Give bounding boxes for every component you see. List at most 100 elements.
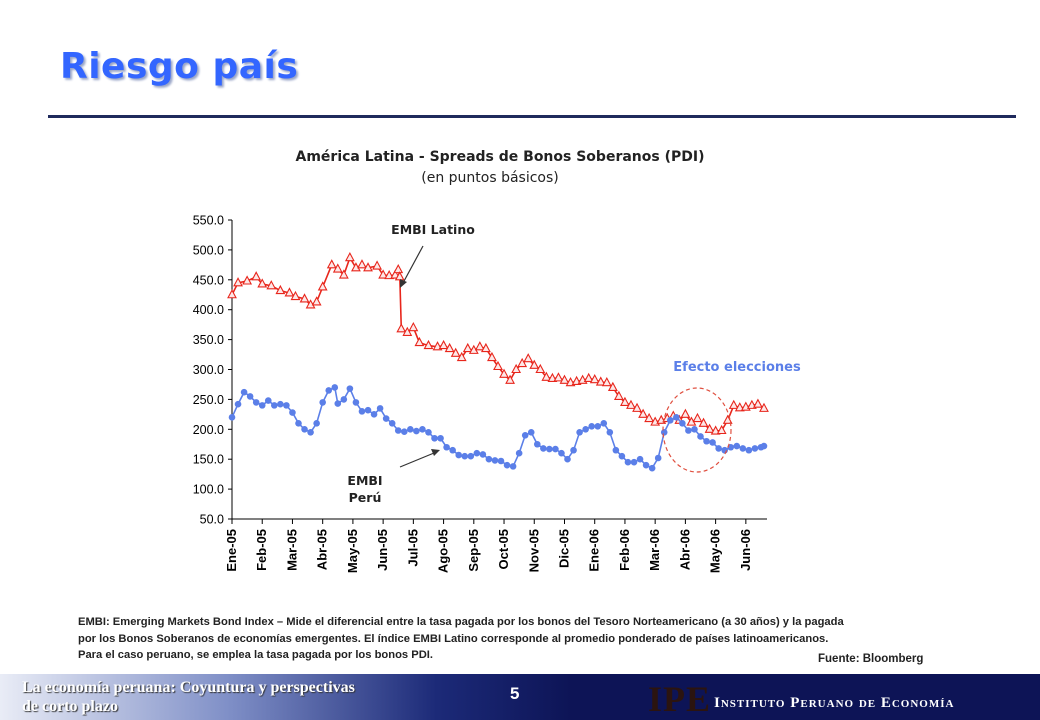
embi-peru-point (630, 458, 638, 466)
embi-definition-note: EMBI: Emerging Markets Bond Index – Mide… (78, 614, 978, 664)
embi-peru-point (358, 408, 366, 415)
embi-latino-point (505, 374, 515, 384)
embi-peru-point (515, 449, 523, 457)
embi-latino-point (456, 351, 467, 362)
embi-peru-point (685, 427, 692, 434)
embi-latino-point (326, 259, 337, 269)
embi-peru-point (582, 426, 589, 433)
embi-peru-point (679, 420, 686, 427)
embi-peru-point (491, 457, 499, 464)
embi-latino-point (716, 424, 727, 435)
embi-latino-point (601, 376, 612, 387)
embi-peru-point (376, 405, 384, 412)
embi-peru-point (364, 406, 372, 414)
embi-peru-point (370, 411, 378, 418)
footer-presentation-title: La economía peruana: Coyuntura y perspec… (22, 678, 432, 716)
embi-latino-point (487, 351, 497, 362)
embi-latino-point (311, 296, 322, 306)
embi-peru-point (654, 454, 662, 462)
arrow-embi-latino (402, 245, 424, 284)
embi-peru-point (745, 446, 753, 454)
y-tick-label: 200.0 (193, 423, 224, 437)
embi-latino-point (423, 339, 434, 350)
embi-peru-point (691, 426, 698, 433)
embi-peru-point (467, 452, 475, 460)
embi-latino-point (378, 269, 389, 279)
embi-peru-point (497, 457, 505, 465)
footer-title-line1: La economía peruana: Coyuntura y perspec… (22, 679, 355, 696)
spreads-chart: 50.0 100.0 150.0 200.0 250.0 300.0 350.0 400.0 4… (193, 214, 801, 574)
embi-latino-point (734, 402, 745, 412)
embi-peru-point (331, 384, 339, 391)
chart-axes: 50.0 100.0 150.0 200.0 250.0 300.0 350.0 400.0 4… (193, 214, 767, 573)
embi-peru-point (240, 388, 248, 396)
embi-peru-point (576, 428, 583, 436)
embi-latino-point (393, 263, 404, 274)
embi-peru-point (642, 461, 650, 469)
x-tick-label: Ago-05 (436, 529, 451, 573)
embi-peru-point (301, 426, 308, 433)
embi-peru-point (648, 464, 656, 472)
x-tick-label: Jun-06 (738, 529, 753, 571)
embi-latino-point (559, 374, 570, 384)
embi-peru-point (527, 428, 535, 436)
embi-peru-point (352, 399, 360, 406)
embi-peru-point (228, 414, 236, 421)
embi-peru-point (289, 409, 296, 416)
embi-peru-point (594, 423, 602, 430)
embi-peru-point (540, 445, 547, 452)
x-tick-label: Jun-05 (375, 529, 390, 571)
embi-latino-point (753, 398, 763, 408)
embi-latino-point (535, 363, 546, 374)
embi-peru-point (673, 414, 680, 421)
embi-latino-point (523, 353, 534, 363)
embi-latino-point (299, 293, 310, 303)
embi-peru-point (461, 452, 469, 460)
y-tick-label: 500.0 (193, 243, 224, 257)
embi-latino-point (462, 342, 473, 353)
embi-latino-point (290, 290, 301, 301)
embi-peru-point (751, 445, 759, 452)
embi-latino-point (317, 281, 328, 291)
embi-peru-point (313, 420, 320, 427)
embi-peru-point (618, 452, 626, 460)
x-tick-label: May-05 (345, 529, 360, 573)
embi-peru-point (546, 445, 553, 453)
embi-peru-point (234, 400, 242, 408)
series-embi-peru (228, 384, 768, 472)
embi-peru-point (552, 445, 559, 453)
note-line-3: Para el caso peruano, se emplea la tasa … (78, 649, 434, 661)
embi-latino-point (759, 402, 769, 412)
embi-peru-point (660, 428, 668, 436)
embi-latino-point (394, 271, 405, 281)
embi-latino-point (517, 357, 528, 368)
embi-peru-point (533, 440, 541, 448)
embi-latino-point (728, 399, 739, 409)
embi-peru-point (334, 400, 342, 407)
y-tick-label: 100.0 (193, 483, 224, 497)
title-divider (48, 115, 1016, 118)
embi-peru-point (252, 399, 260, 406)
embi-peru-point (340, 396, 348, 403)
embi-peru-point (485, 455, 493, 463)
arrow-embi-peru (399, 452, 435, 468)
embi-latino-point (613, 390, 624, 400)
chart-subtitle: (en puntos básicos) (421, 170, 559, 186)
embi-latino-point (251, 271, 262, 281)
note-line-2: por los Bonos Soberanos de economías eme… (78, 632, 829, 645)
embi-peru-point (509, 463, 517, 470)
source-note: Fuente: Bloomberg (818, 653, 924, 665)
embi-latino-point (583, 372, 594, 383)
embi-latino-line (231, 255, 765, 432)
embi-latino-point (474, 341, 485, 351)
footer-bar (0, 674, 1040, 720)
embi-latino-point (529, 359, 540, 369)
embi-latino-point (553, 372, 564, 382)
x-tick-label: Abr-06 (677, 529, 692, 570)
y-tick-label: 550.0 (193, 214, 224, 228)
embi-peru-point (709, 439, 716, 446)
embi-latino-point (242, 275, 253, 285)
embi-latino-point (357, 259, 367, 269)
embi-peru-point (325, 387, 333, 394)
embi-peru-point (760, 442, 768, 450)
